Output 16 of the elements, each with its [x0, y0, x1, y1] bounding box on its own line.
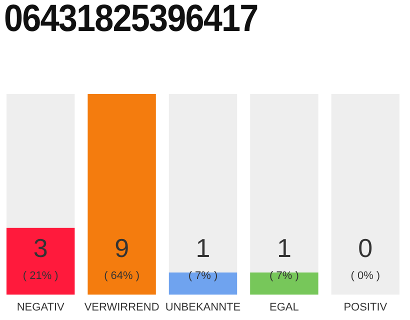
chart-title: 06431825396417 [4, 0, 258, 41]
x-tick-label: UNBEKANNTE [165, 301, 241, 314]
x-tick-label: VERWIRREND [84, 301, 160, 314]
annotation: ( 64% ) [104, 270, 140, 282]
annotation: ( 0% ) [350, 270, 380, 282]
data-label: 1 [276, 232, 292, 263]
annotation: ( 7% ) [188, 270, 218, 282]
x-tick-label: POSITIV [344, 301, 388, 314]
annotation: ( 21% ) [22, 270, 58, 282]
annotation: ( 7% ) [270, 270, 299, 282]
data-label: 9 [114, 232, 130, 263]
x-tick-label: EGAL [270, 301, 299, 314]
data-label: 3 [33, 232, 48, 263]
annotation: 0 [358, 232, 373, 263]
x-tick-label: NEGATIV [16, 301, 65, 314]
data-label: 1 [196, 232, 210, 263]
